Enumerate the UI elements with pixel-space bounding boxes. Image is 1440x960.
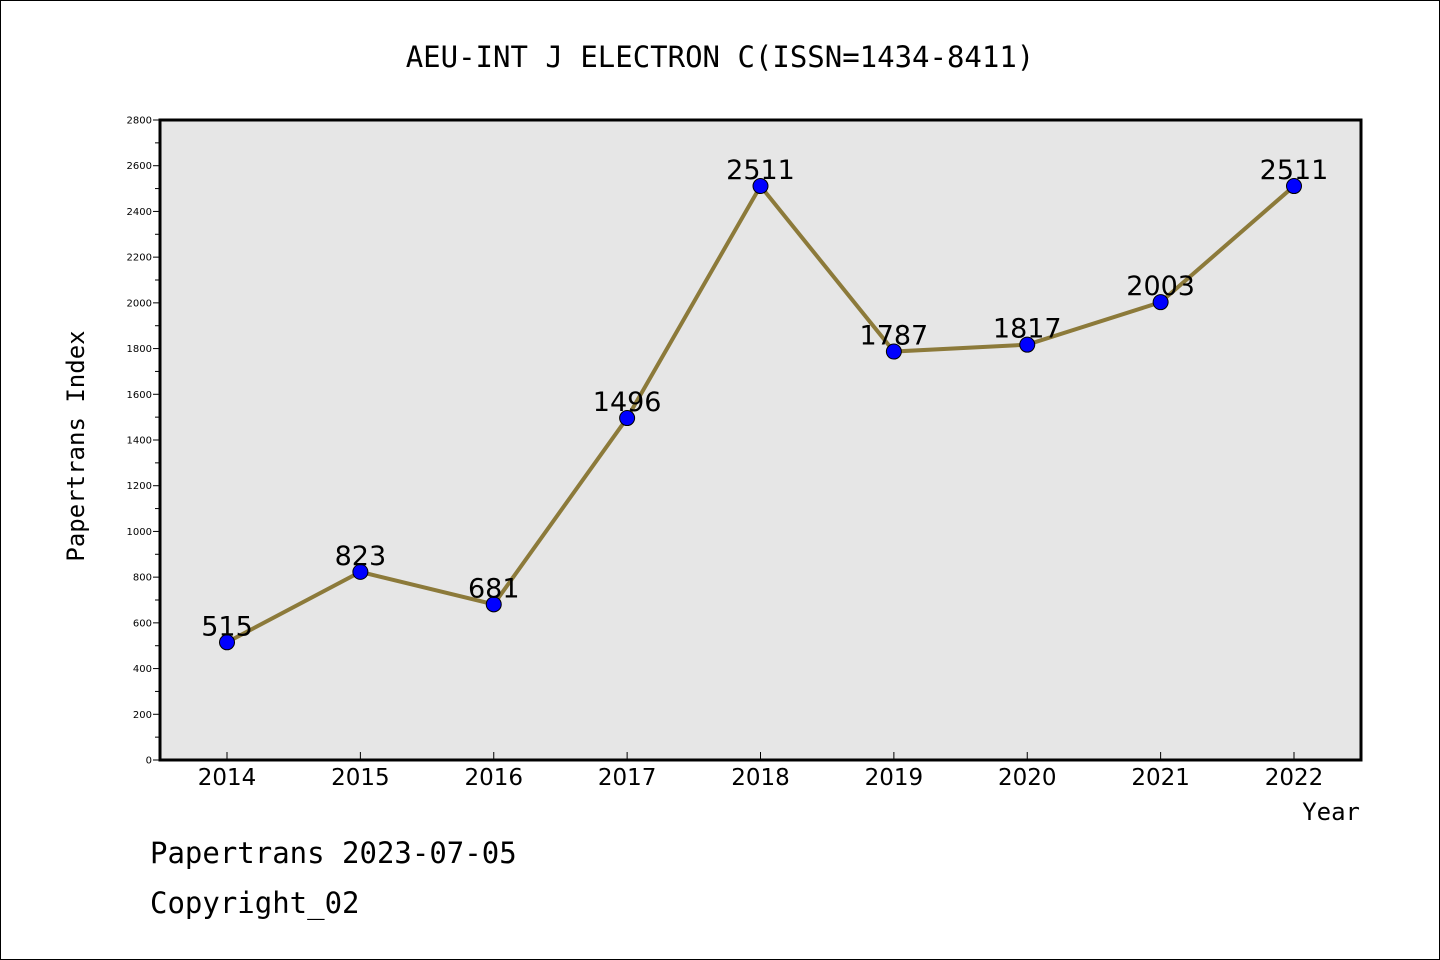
- data-point: [485, 596, 502, 613]
- plot-border: [158, 118, 1363, 762]
- chart-title: AEU-INT J ELECTRON C(ISSN=1434-8411): [406, 40, 1035, 74]
- x-axis-label: Year: [1302, 798, 1360, 826]
- y-tick-label: 2400: [127, 207, 152, 218]
- data-point: [885, 343, 902, 360]
- data-point: [1286, 178, 1302, 195]
- data-point: [619, 410, 636, 427]
- x-tick-label: 2018: [731, 765, 790, 791]
- y-tick-label: 2200: [127, 253, 152, 264]
- y-tick-label: 1600: [127, 390, 152, 401]
- data-point: [1152, 294, 1169, 311]
- y-tick-label: 0: [146, 756, 152, 767]
- data-point: [752, 178, 769, 195]
- y-tick-label: 2800: [127, 116, 152, 127]
- footer-copyright: Copyright_02: [150, 886, 360, 920]
- data-label: 2511: [1260, 155, 1329, 186]
- data-label: 1817: [993, 314, 1062, 345]
- data-point: [352, 563, 369, 580]
- data-point: [1019, 336, 1036, 353]
- x-tick-label: 2020: [998, 765, 1057, 791]
- data-label: 2003: [1126, 271, 1195, 302]
- x-tick-label: 2015: [331, 765, 390, 791]
- plot-area: [160, 120, 1361, 760]
- data-point: [219, 634, 235, 651]
- y-tick-label: 1000: [127, 527, 152, 538]
- data-label: 823: [335, 541, 387, 572]
- y-tick-label: 2000: [127, 298, 152, 309]
- data-label: 515: [201, 611, 253, 642]
- data-label: 1496: [593, 387, 662, 418]
- y-tick-label: 400: [133, 664, 152, 675]
- y-tick-label: 1200: [127, 481, 152, 492]
- y-tick-label: 600: [133, 618, 152, 629]
- data-points: [219, 178, 1302, 651]
- footer-date: Papertrans 2023-07-05: [150, 836, 517, 870]
- data-labels: 515 823 681 1496 2511 1787 1817 2003 2511: [201, 155, 1328, 642]
- y-tick-label: 2600: [127, 161, 152, 172]
- y-tick-label: 1400: [127, 436, 152, 447]
- x-tick-label: 2017: [598, 765, 657, 791]
- x-tick-label: 2019: [865, 765, 924, 791]
- x-tick-label: 2016: [464, 765, 523, 791]
- x-tick-label: 2021: [1131, 765, 1190, 791]
- data-label: 2511: [726, 155, 795, 186]
- x-axis: 2014 2015 2016 2017 2018 2019 2020 2021 2022: [198, 752, 1324, 791]
- y-tick-label: 1800: [127, 344, 152, 355]
- y-axis-label: Papertrans Index: [62, 330, 90, 561]
- x-tick-label: 2014: [198, 765, 257, 791]
- x-tick-label: 2022: [1265, 765, 1324, 791]
- data-label: 681: [468, 573, 520, 604]
- data-label: 1787: [860, 321, 929, 352]
- y-axis: 0 200 400 600 800 1000 1200 1400 1600 1800 2000 220…: [127, 116, 160, 767]
- y-tick-label: 800: [133, 573, 152, 584]
- y-tick-label: 200: [133, 710, 152, 721]
